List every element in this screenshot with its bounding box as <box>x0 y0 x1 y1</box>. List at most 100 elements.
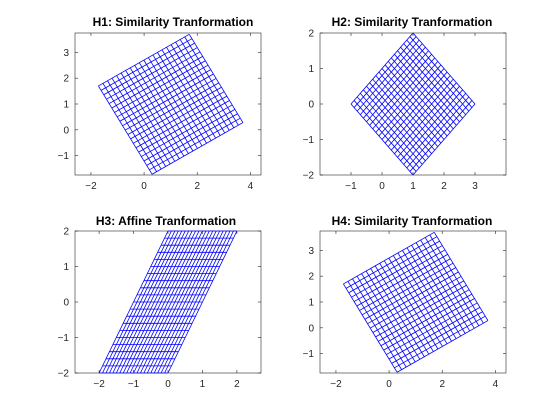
mesh-line-v <box>364 267 456 320</box>
mesh-line-v <box>116 64 209 118</box>
y-tick-label: 2 <box>63 74 69 85</box>
mesh-line-u <box>157 52 212 141</box>
mesh-line-u <box>384 64 448 137</box>
mesh-line-v <box>367 271 459 325</box>
mesh-line-u <box>429 234 484 324</box>
mesh-line-u <box>184 36 239 126</box>
mesh-grid <box>98 33 244 175</box>
mesh-line-u <box>403 43 467 115</box>
mesh-line-u <box>136 230 207 374</box>
mesh-line-u <box>150 230 221 374</box>
mesh-line-v <box>106 47 198 100</box>
subplot-h2: −1 0 1 2 3 −2 −1 0 1 2 H2: Similarity Tranformatio… <box>303 15 507 192</box>
mesh-line-v <box>370 276 462 329</box>
mesh-line-u <box>402 250 457 339</box>
mesh-line-u <box>400 46 463 119</box>
mesh-line-u <box>390 57 454 130</box>
x-tick-label: −2 <box>330 379 342 390</box>
mesh-line-u <box>166 46 221 136</box>
mesh-line-u <box>188 34 244 123</box>
mesh-grid <box>98 230 238 374</box>
mesh-line-u <box>179 39 235 128</box>
y-tick-label: 1 <box>308 298 314 309</box>
y-tick-label: 0 <box>308 100 314 111</box>
mesh-line-v <box>114 60 206 113</box>
mesh-line-v <box>350 32 414 105</box>
y-tick-label: −1 <box>58 151 70 162</box>
y-tick-label: 1 <box>63 100 69 111</box>
x-tick-label: −1 <box>128 379 140 390</box>
mesh-line-v <box>122 73 214 127</box>
mesh-line-v <box>353 36 417 108</box>
mesh-line-u <box>153 230 224 374</box>
subplot-h4: −2 0 2 4 −1 0 1 2 3 H4: Similarity Tranformation <box>303 214 507 390</box>
mesh-line-u <box>143 230 214 374</box>
x-tick-label: 2 <box>234 379 240 390</box>
y-tick-label: −1 <box>303 349 315 360</box>
x-tick-label: 4 <box>248 181 254 192</box>
axes-frame <box>319 230 507 374</box>
x-tick-label: 2 <box>194 181 200 192</box>
subplot-h1: −2 0 2 4 −1 0 1 2 3 H1: Similarity Tranformation <box>58 15 262 192</box>
mesh-line-v <box>119 69 211 122</box>
mesh-grid <box>350 32 476 176</box>
mesh-line-v <box>353 249 446 302</box>
y-tick-label: 1 <box>308 64 314 75</box>
y-tick-label: −2 <box>303 171 315 182</box>
x-tick-label: 3 <box>472 181 478 192</box>
y-tick-label: 0 <box>63 125 69 136</box>
mesh-line-u <box>433 232 489 321</box>
mesh-line-v <box>351 245 443 298</box>
y-tick-label: 2 <box>308 29 314 40</box>
mesh-line-u <box>343 283 398 373</box>
y-tick-label: −1 <box>58 333 70 344</box>
y-tick-label: 3 <box>63 48 69 59</box>
mesh-line-u <box>420 239 475 329</box>
mesh-line-u <box>146 230 217 374</box>
mesh-line-u <box>415 242 471 332</box>
y-tick-label: 0 <box>63 298 69 309</box>
mesh-line-u <box>406 247 462 337</box>
y-tick-label: −2 <box>58 369 70 380</box>
mesh-line-u <box>397 252 452 342</box>
subplot-title: H4: Similarity Tranformation <box>332 214 493 228</box>
mesh-line-v <box>359 43 423 115</box>
mesh-line-v <box>356 39 420 112</box>
mesh-line-u <box>411 244 466 334</box>
x-tick-label: 2 <box>439 379 445 390</box>
mesh-line-v <box>103 42 195 96</box>
mesh-line-v <box>111 56 203 109</box>
mesh-line-u <box>164 230 234 374</box>
x-tick-label: 1 <box>200 379 206 390</box>
x-tick-label: 2 <box>441 181 447 192</box>
mesh-grid <box>343 231 489 373</box>
x-tick-label: −2 <box>93 379 105 390</box>
y-tick-label: 0 <box>308 323 314 334</box>
y-tick-label: 2 <box>308 272 314 283</box>
x-tick-label: 0 <box>141 181 147 192</box>
mesh-line-u <box>175 41 230 131</box>
x-tick-label: −2 <box>85 181 97 192</box>
mesh-line-v <box>375 61 439 133</box>
mesh-line-u <box>409 36 473 108</box>
mesh-line-u <box>387 61 451 133</box>
x-tick-label: 0 <box>386 379 392 390</box>
mesh-line-v <box>359 258 451 311</box>
mesh-line-v <box>378 64 442 137</box>
x-tick-label: 0 <box>165 379 171 390</box>
y-tick-label: 1 <box>63 262 69 273</box>
subplot-title: H3: Affine Tranformation <box>96 214 236 228</box>
mesh-line-v <box>356 254 448 307</box>
x-tick-label: −1 <box>345 181 357 192</box>
mesh-line-u <box>148 57 203 147</box>
mesh-line-u <box>394 54 457 126</box>
mesh-line-v <box>108 51 201 104</box>
mesh-line-u <box>412 32 476 105</box>
mesh-line-v <box>372 57 436 130</box>
y-tick-label: −1 <box>303 135 315 146</box>
mesh-line-v <box>345 236 438 289</box>
subplot-h3: −2 −1 0 1 2 −2 −1 0 1 2 H3: Affine Tranformation <box>58 214 262 390</box>
mesh-line-u <box>160 230 231 374</box>
mesh-line-u <box>393 255 448 345</box>
